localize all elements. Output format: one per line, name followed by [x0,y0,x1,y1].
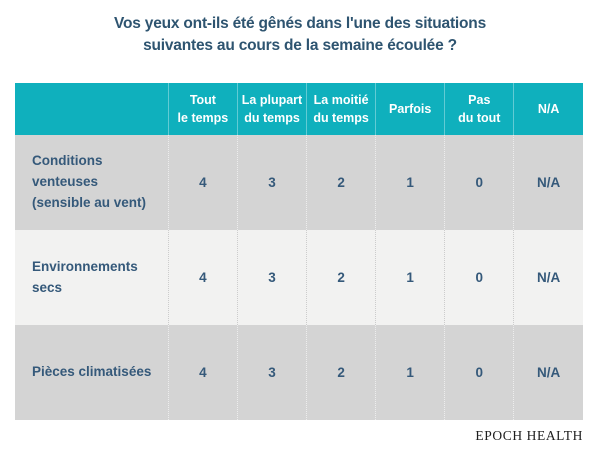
page-title: Vos yeux ont-ils été gênés dans l'une de… [114,15,486,55]
column-header-la-plupart-du-temps: La plupart du temps [236,83,307,135]
row-label: Pièces climatisées [32,364,152,380]
score-cell: 1 [375,135,445,230]
score-cell: 0 [444,325,514,420]
score-cell: N/A [513,135,583,230]
score-cell: 2 [306,135,376,230]
score-cell: 4 [167,230,238,325]
score-cell: N/A [513,325,583,420]
column-header-na: N/A [513,83,583,135]
column-header-parfois: Parfois [375,83,445,135]
score-cell: 4 [167,135,238,230]
row-label: Conditions venteuses (sensible au vent) [32,153,147,210]
score-cell: 3 [236,230,307,325]
column-header-tout-le-temps: Tout le temps [167,83,238,135]
score-cell: 2 [306,325,376,420]
row-label: Environnements secs [32,258,138,295]
table-header-row: Tout le temps La plupart du temps La moi… [15,83,583,135]
score-cell: N/A [513,230,583,325]
eye-discomfort-infographic: Vos yeux ont-ils été gênés dans l'une de… [0,13,600,443]
score-cell: 4 [167,325,238,420]
score-cell: 3 [236,135,307,230]
score-cell: 2 [306,230,376,325]
table-row-pieces-climatisees: Pièces climatisées 4 3 2 1 0 N/A [15,325,583,420]
score-cell: 3 [236,325,307,420]
brand-footer: EPOCH HEALTH [475,427,583,445]
brand-logo-text: EPOCH HEALTH [475,428,583,443]
header-corner-cell [15,83,169,135]
column-header-pas-du-tout: Pas du tout [444,83,514,135]
table-row-environnements-secs: Environnements secs 4 3 2 1 0 N/A [15,230,583,325]
score-cell: 1 [375,230,445,325]
table-row-conditions-venteuses: Conditions venteuses (sensible au vent) … [15,135,583,230]
score-cell: 0 [444,230,514,325]
score-cell: 0 [444,135,514,230]
column-header-la-moitie-du-temps: La moitié du temps [306,83,376,135]
questionnaire-table: Tout le temps La plupart du temps La moi… [15,83,583,420]
score-cell: 1 [375,325,445,420]
